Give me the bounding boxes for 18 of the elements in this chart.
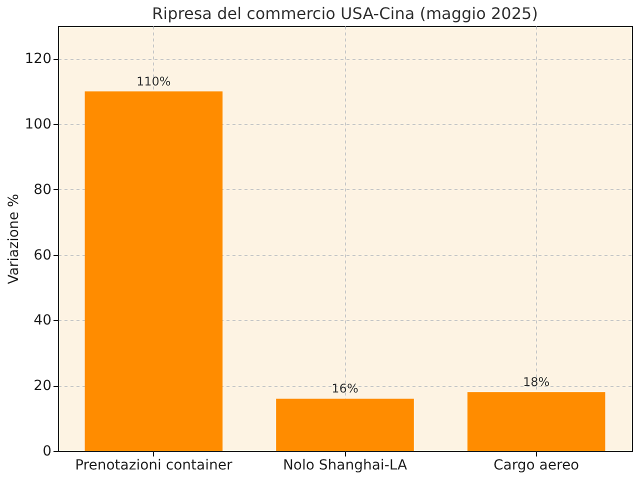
x-tick-label: Nolo Shanghai-LA: [282, 458, 408, 474]
data-label: 16%: [332, 382, 358, 396]
data-label: 18%: [522, 375, 550, 390]
bar: [84, 91, 223, 451]
y-tick-label: 80: [34, 182, 52, 198]
x-tick-label: Cargo aereo: [494, 458, 580, 474]
y-tick-label: 40: [34, 312, 52, 329]
y-tick-label: 20: [34, 378, 52, 394]
y-tick-label: 60: [34, 247, 52, 264]
y-tick-label: 0: [42, 444, 52, 460]
x-tick-label: Prenotazioni container: [75, 458, 232, 474]
bar: [276, 398, 414, 451]
y-axis-title: Variazione %: [6, 194, 22, 284]
y-tick-label: 100: [24, 116, 52, 133]
chart-title: Ripresa del commercio USA-Cina (maggio 2025): [152, 4, 538, 23]
y-tick-label: 120: [24, 51, 52, 68]
data-label: 110%: [136, 74, 171, 88]
bar: [467, 392, 606, 451]
